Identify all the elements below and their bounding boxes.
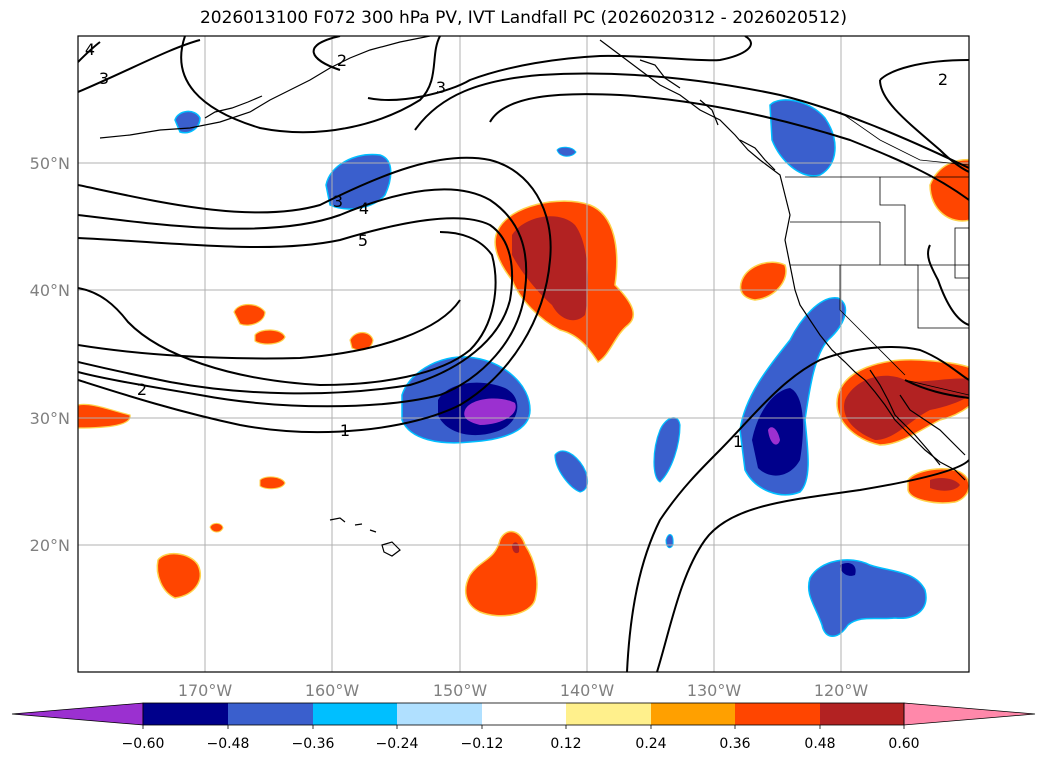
map-area — [78, 36, 969, 672]
colorbar-tick-label: −0.24 — [376, 736, 419, 752]
negative-anomaly-region — [665, 534, 674, 549]
lon-label: 170°W — [178, 681, 233, 700]
lat-label: 50°N — [30, 154, 70, 173]
contour-label: 3 — [99, 69, 109, 88]
colorbar-segment — [735, 703, 820, 725]
lon-label: 130°W — [687, 681, 742, 700]
lon-label: 150°W — [433, 681, 488, 700]
lat-label: 30°N — [30, 409, 70, 428]
colorbar-tick-label: −0.60 — [122, 736, 165, 752]
colorbar-tick-label: −0.12 — [461, 736, 504, 752]
positive-anomaly-region — [739, 261, 787, 301]
contour-labels: 1 2 3 4 5 3 2 3 4 1 2 — [85, 40, 948, 451]
contour-label: 1 — [733, 432, 743, 451]
colorbar: −0.60 −0.48 −0.36 −0.24 −0.12 0.12 0.24 … — [11, 702, 1036, 752]
colorbar-segment — [566, 703, 651, 725]
lon-label: 160°W — [305, 681, 360, 700]
negative-anomaly-peak — [768, 427, 780, 445]
positive-anomaly-region — [464, 530, 538, 617]
latitude-labels: 50°N 40°N 30°N 20°N — [30, 154, 70, 555]
longitude-labels: 170°W 160°W 150°W 140°W 130°W 120°W — [178, 681, 869, 700]
colorbar-segment — [313, 703, 397, 725]
colorbar-segment — [143, 703, 228, 725]
colorbar-segment — [820, 703, 904, 725]
contour-label: 2 — [938, 70, 948, 89]
coastlines — [99, 36, 966, 557]
lat-label: 40°N — [30, 281, 70, 300]
colorbar-segment — [228, 703, 313, 725]
positive-anomaly-region — [259, 476, 286, 490]
contour-label: 5 — [358, 231, 368, 250]
graticule — [78, 36, 969, 672]
positive-anomaly-region — [209, 522, 224, 533]
contour-label: 1 — [340, 421, 350, 440]
negative-anomaly-region — [556, 146, 577, 157]
colorbar-extend-high — [903, 702, 1036, 726]
positive-anomaly-region — [254, 329, 286, 345]
positive-anomaly-region — [156, 553, 201, 599]
colorbar-tick-label: −0.36 — [292, 736, 335, 752]
contour-label: 4 — [85, 40, 95, 59]
positive-anomaly-region — [78, 403, 131, 429]
positive-anomaly-region — [233, 303, 266, 326]
contour-label: 2 — [137, 380, 147, 399]
colorbar-tick-label: 0.24 — [635, 736, 666, 752]
negative-anomaly-core — [840, 563, 856, 576]
colorbar-extend-low — [11, 702, 144, 726]
colorbar-tick-label: −0.48 — [207, 736, 250, 752]
map-title: 2026013100 F072 300 hPa PV, IVT Landfall… — [199, 8, 847, 28]
colorbar-tick-label: 0.12 — [550, 736, 581, 752]
colorbar-tick-label: 0.36 — [719, 736, 750, 752]
political-borders — [785, 111, 969, 396]
contour-label: 3 — [436, 78, 446, 97]
colorbar-segment — [482, 703, 566, 725]
contour-label: 3 — [333, 192, 343, 211]
lon-label: 120°W — [814, 681, 869, 700]
negative-anomaly-region — [808, 559, 927, 637]
colorbar-tick-label: 0.48 — [804, 736, 835, 752]
colorbar-segment — [651, 703, 735, 725]
pc-fill-layer — [78, 99, 969, 637]
lon-label: 140°W — [560, 681, 615, 700]
map-frame — [77, 35, 970, 673]
pv-contours — [78, 36, 969, 672]
lat-label: 20°N — [30, 536, 70, 555]
colorbar-tick-label: 0.60 — [888, 736, 919, 752]
contour-label: 4 — [359, 199, 369, 218]
colorbar-segment — [397, 703, 482, 725]
negative-anomaly-core — [752, 388, 803, 476]
positive-anomaly-core — [930, 477, 960, 491]
contour-label: 2 — [337, 51, 347, 70]
